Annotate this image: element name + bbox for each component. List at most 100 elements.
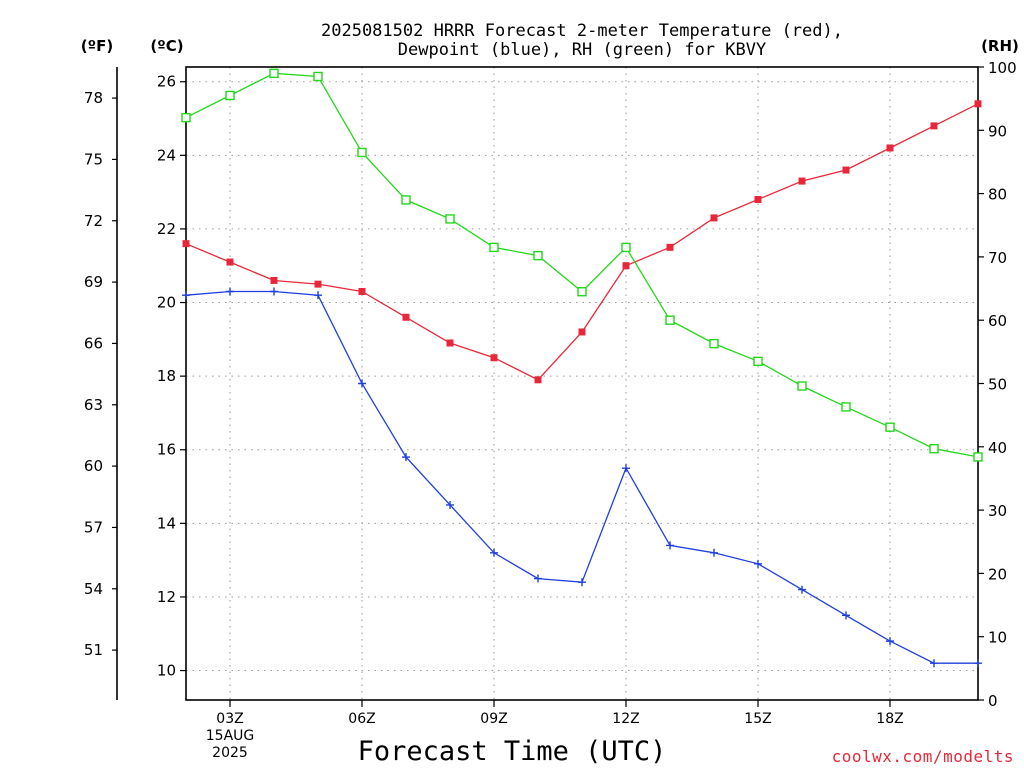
- dewpoint-point: [974, 659, 982, 668]
- dewpoint-point: [314, 291, 322, 300]
- dewpoint-point: [534, 574, 542, 583]
- rh-point: [313, 71, 323, 82]
- rh-tick-label: 70: [988, 249, 1007, 267]
- rh-point: [665, 315, 675, 325]
- temperature-point: [182, 240, 190, 248]
- x-tick-label: 09Z: [480, 711, 507, 727]
- fahrenheit-tick-label: 57: [84, 518, 103, 536]
- temperature-point: [226, 258, 234, 266]
- rh-tick-label: 10: [988, 629, 1007, 647]
- x-tick-label: 06Z: [348, 711, 375, 727]
- fahrenheit-tick-label: 78: [84, 89, 103, 107]
- dewpoint-point: [622, 464, 630, 473]
- temperature-point: [798, 177, 806, 185]
- dewpoint-point: [270, 287, 278, 296]
- chart-title-line-1: 2025081502 HRRR Forecast 2-meter Tempera…: [321, 21, 843, 41]
- rh-point: [181, 112, 191, 123]
- celsius-tick-label: 24: [157, 146, 176, 164]
- rh-point: [753, 356, 763, 367]
- temperature-point: [930, 122, 938, 130]
- dewpoint-point: [842, 611, 850, 620]
- chart-title-line-2: Dewpoint (blue), RH (green) for KBVY: [398, 40, 766, 60]
- rh-point: [885, 422, 895, 432]
- rh-tick-label: 50: [988, 376, 1007, 394]
- fahrenheit-tick-label: 60: [84, 457, 103, 475]
- temperature-point: [842, 166, 850, 174]
- rh-point: [621, 242, 631, 253]
- rh-point: [269, 68, 279, 79]
- dewpoint-point: [798, 585, 806, 594]
- celsius-tick-label: 14: [157, 514, 176, 532]
- temperature-point: [974, 100, 982, 108]
- dewpoint-point: [358, 379, 366, 388]
- celsius-tick-label: 18: [157, 367, 176, 385]
- temperature-point: [622, 262, 630, 270]
- series-lines: [181, 68, 983, 668]
- temperature-point: [446, 339, 454, 347]
- rh-tick-label: 40: [988, 439, 1007, 457]
- fahrenheit-tick-label: 54: [84, 580, 103, 598]
- dewpoint-point: [226, 287, 234, 296]
- rh-tick-label: 60: [988, 312, 1007, 330]
- temperature-point: [666, 243, 674, 251]
- grid-lines: [186, 67, 978, 700]
- dewpoint-point: [666, 541, 674, 550]
- fahrenheit-tick-label: 66: [84, 334, 103, 352]
- fahrenheit-tick-label: 75: [84, 150, 103, 168]
- temperature-point: [578, 328, 586, 336]
- dewpoint-point: [490, 548, 498, 557]
- axes: [112, 66, 984, 707]
- rh-tick-label: 80: [988, 186, 1007, 204]
- dewpoint-point: [578, 578, 586, 587]
- temperature-point: [314, 280, 322, 288]
- temperature-point: [358, 287, 366, 295]
- temperature-point: [710, 214, 718, 222]
- temperature-point: [886, 144, 894, 152]
- dewpoint-point: [754, 559, 762, 568]
- rh-point: [577, 287, 587, 297]
- dewpoint-point: [886, 637, 894, 646]
- x-tick-label: 15Z: [744, 711, 771, 727]
- rh-point: [445, 214, 455, 224]
- rh-point: [929, 443, 939, 454]
- temperature-point: [490, 354, 498, 362]
- rh-point: [401, 195, 411, 205]
- rh-tick-label: 20: [988, 565, 1007, 583]
- rh-point: [489, 242, 499, 253]
- celsius-tick-label: 26: [157, 73, 176, 91]
- rh-tick-label: 0: [988, 692, 998, 710]
- source-credit: coolwx.com/modelts: [832, 747, 1014, 766]
- rh-point: [225, 90, 235, 101]
- celsius-tick-label: 16: [157, 441, 176, 459]
- rh-axis-unit: (RH): [981, 37, 1019, 55]
- rh-point: [709, 338, 719, 349]
- celsius-tick-label: 12: [157, 588, 176, 606]
- temperature-line: [185, 103, 979, 381]
- temperature-point: [754, 195, 762, 203]
- rh-point: [841, 402, 851, 412]
- celsius-axis-unit: (ºC): [150, 37, 183, 55]
- celsius-tick-label: 22: [157, 220, 176, 238]
- fahrenheit-axis-unit: (ºF): [81, 37, 113, 55]
- rh-tick-label: 30: [988, 502, 1007, 520]
- rh-tick-label: 100: [988, 59, 1017, 77]
- temperature-point: [534, 376, 542, 384]
- celsius-tick-label: 20: [157, 294, 176, 312]
- temperature-point: [402, 313, 410, 321]
- rh-point: [357, 147, 367, 158]
- plot-frame: [185, 66, 979, 701]
- fahrenheit-tick-label: 72: [84, 212, 103, 230]
- rh-point: [533, 250, 543, 261]
- dewpoint-point: [930, 659, 938, 668]
- x-tick-label: 03Z: [216, 711, 243, 727]
- celsius-tick-label: 10: [157, 662, 176, 680]
- x-tick-label: 12Z: [612, 711, 639, 727]
- x-tick-label: 18Z: [876, 711, 903, 727]
- rh-point: [973, 452, 983, 462]
- dewpoint-point: [446, 500, 454, 509]
- x-tick-label: 2025: [212, 745, 248, 761]
- rh-tick-label: 90: [988, 122, 1007, 140]
- fahrenheit-tick-label: 51: [84, 641, 103, 659]
